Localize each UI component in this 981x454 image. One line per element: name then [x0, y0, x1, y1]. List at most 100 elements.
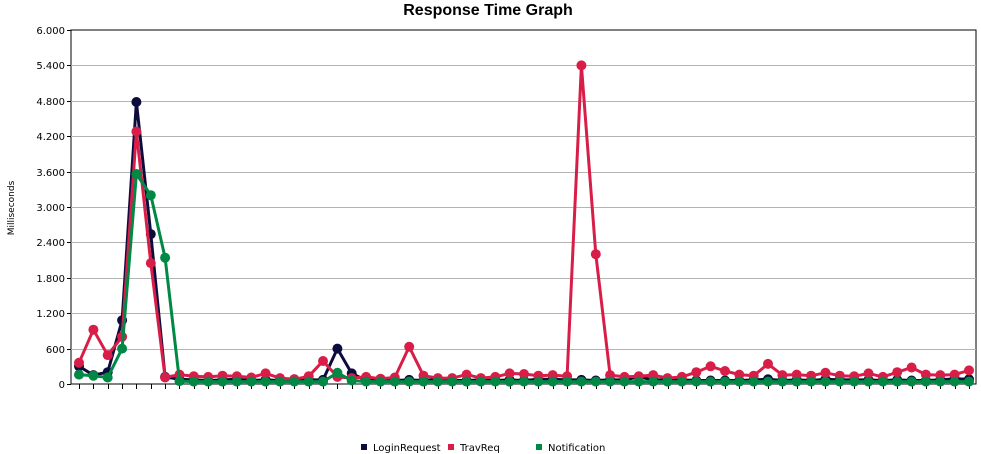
data-point: [662, 376, 673, 387]
data-point: [734, 369, 745, 380]
legend-label: LoginRequest: [373, 443, 441, 454]
y-tick-label: 4.800: [36, 97, 65, 108]
data-point: [533, 376, 544, 387]
legend-item: LoginRequest: [361, 443, 441, 454]
data-point: [74, 357, 84, 368]
data-point: [375, 376, 386, 387]
y-axis-label: Milliseconds: [7, 180, 17, 235]
y-tick-label: 1.200: [36, 309, 65, 320]
data-point: [88, 324, 99, 335]
data-point: [820, 376, 831, 387]
data-point: [504, 376, 515, 387]
data-point: [705, 361, 716, 372]
data-point: [160, 252, 171, 263]
data-point: [131, 97, 142, 107]
data-point: [404, 341, 415, 352]
legend-label: TravReq: [459, 443, 500, 454]
data-point: [131, 169, 142, 179]
data-point: [748, 376, 759, 387]
data-point: [705, 376, 716, 387]
data-point: [490, 376, 501, 387]
data-point: [102, 350, 113, 361]
legend-label: Notification: [548, 443, 605, 454]
y-tick-label: 6.000: [36, 26, 65, 37]
data-point: [648, 376, 659, 387]
data-point: [920, 369, 931, 380]
data-point: [318, 356, 328, 366]
data-point: [418, 376, 429, 387]
data-point: [619, 376, 630, 387]
data-point: [547, 376, 558, 387]
data-point: [763, 358, 773, 369]
data-point: [461, 376, 472, 387]
y-tick-label: 4.200: [36, 132, 65, 143]
legend-swatch: [361, 444, 367, 450]
data-point: [791, 369, 802, 380]
data-point: [849, 376, 860, 387]
y-tick-label: 5.400: [36, 61, 65, 72]
data-point: [734, 376, 745, 387]
legend-swatch: [448, 444, 454, 450]
legend-swatch: [536, 444, 542, 450]
data-point: [920, 376, 931, 387]
y-tick-label: 600: [46, 345, 65, 356]
data-point: [562, 376, 573, 387]
data-point: [820, 367, 831, 378]
series-layer: [74, 60, 974, 387]
data-point: [892, 376, 903, 387]
data-point: [806, 376, 817, 387]
data-point: [949, 376, 960, 387]
data-point: [906, 362, 917, 373]
data-point: [777, 376, 788, 387]
data-point: [691, 376, 702, 387]
data-point: [88, 370, 99, 381]
data-point: [131, 126, 142, 137]
data-point: [174, 376, 185, 387]
data-point: [633, 376, 644, 387]
data-point: [188, 376, 199, 387]
data-point: [432, 376, 443, 387]
data-point: [346, 375, 357, 386]
data-point: [720, 366, 730, 376]
y-tick-label: 1.800: [36, 274, 65, 285]
data-point: [605, 376, 616, 387]
data-point: [791, 376, 802, 387]
data-point: [519, 376, 529, 387]
data-point: [74, 369, 84, 380]
data-point: [763, 376, 773, 387]
data-point: [275, 376, 285, 387]
legend-item: Notification: [536, 443, 605, 454]
data-point: [576, 376, 587, 387]
data-point: [145, 190, 156, 201]
data-point: [318, 376, 328, 387]
data-point: [389, 376, 400, 387]
data-point: [576, 60, 587, 71]
chart-title: Response Time Graph: [403, 2, 573, 19]
data-point: [906, 376, 917, 387]
data-point: [361, 376, 372, 387]
data-point: [447, 376, 458, 387]
data-point: [332, 343, 343, 354]
data-point: [691, 367, 702, 378]
data-point: [676, 376, 687, 387]
y-tick-label: 2.400: [36, 238, 65, 249]
data-point: [863, 376, 874, 387]
data-point: [877, 376, 888, 387]
data-point: [590, 376, 601, 387]
data-point: [260, 368, 271, 379]
data-point: [720, 376, 730, 387]
y-tick-label: 3.000: [36, 203, 65, 214]
data-point: [504, 368, 515, 379]
data-point: [260, 376, 271, 387]
data-point: [102, 372, 113, 383]
y-tick-label: 0: [59, 380, 65, 391]
data-point: [590, 249, 601, 260]
data-point: [246, 376, 257, 387]
data-point: [404, 376, 415, 387]
data-point: [332, 367, 343, 378]
data-point: [935, 376, 946, 387]
grid-layer: [70, 29, 977, 385]
data-point: [117, 343, 128, 354]
series-Notification: [74, 169, 974, 387]
